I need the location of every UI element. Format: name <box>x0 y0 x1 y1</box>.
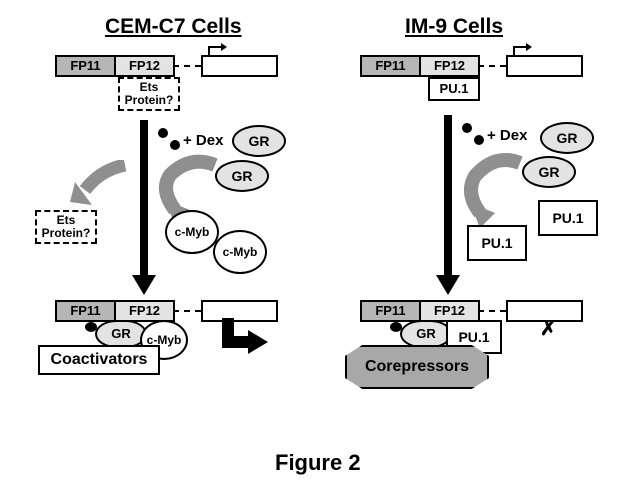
fp12-top-right: FP12 <box>419 55 480 77</box>
fp12-bot-left: FP12 <box>114 300 175 322</box>
title-left: CEM-C7 Cells <box>105 15 242 39</box>
curve-ets-left <box>70 160 135 220</box>
curve-gr-right <box>455 148 535 228</box>
bound-gr-right: GR <box>400 320 452 348</box>
x-mark: ✗ <box>540 316 557 341</box>
fp11-top-left: FP11 <box>55 55 116 77</box>
gr1-left: GR <box>232 125 286 157</box>
dot1-right <box>462 123 472 133</box>
dex-left: + Dex <box>183 132 223 149</box>
gr1-right: GR <box>540 122 594 154</box>
pu1-box1: PU.1 <box>467 225 527 261</box>
coactivators-box: Coactivators <box>38 345 160 375</box>
fp12-top-left: FP12 <box>114 55 175 77</box>
dex-right: + Dex <box>487 127 527 144</box>
dash-left-top <box>173 65 201 67</box>
bound-gr-left: GR <box>95 320 147 348</box>
dash-right-top <box>478 65 506 67</box>
figure-caption: Figure 2 <box>275 450 361 476</box>
dot2-left <box>170 140 180 150</box>
fp12-bot-right: FP12 <box>419 300 480 322</box>
dash-left-bot <box>173 310 201 312</box>
pu1-box2: PU.1 <box>538 200 598 236</box>
pu1-box-top: PU.1 <box>428 77 480 101</box>
dot1-left <box>158 128 168 138</box>
tx-arrow-right-top <box>510 43 534 61</box>
fp11-top-right: FP11 <box>360 55 421 77</box>
ets-box-top: EtsProtein? <box>118 77 180 111</box>
title-right: IM-9 Cells <box>405 15 503 39</box>
tx-arrow-left-top <box>205 43 229 61</box>
tx-arrow-left-bot <box>220 318 268 360</box>
cmyb1-left: c-Myb <box>165 210 219 254</box>
cmyb2-left: c-Myb <box>213 230 267 274</box>
fp11-bot-left: FP11 <box>55 300 116 322</box>
fp11-bot-right: FP11 <box>360 300 421 322</box>
dot2-right <box>474 135 484 145</box>
corepressors-box: Corepressors <box>345 345 489 389</box>
dash-right-bot <box>478 310 506 312</box>
